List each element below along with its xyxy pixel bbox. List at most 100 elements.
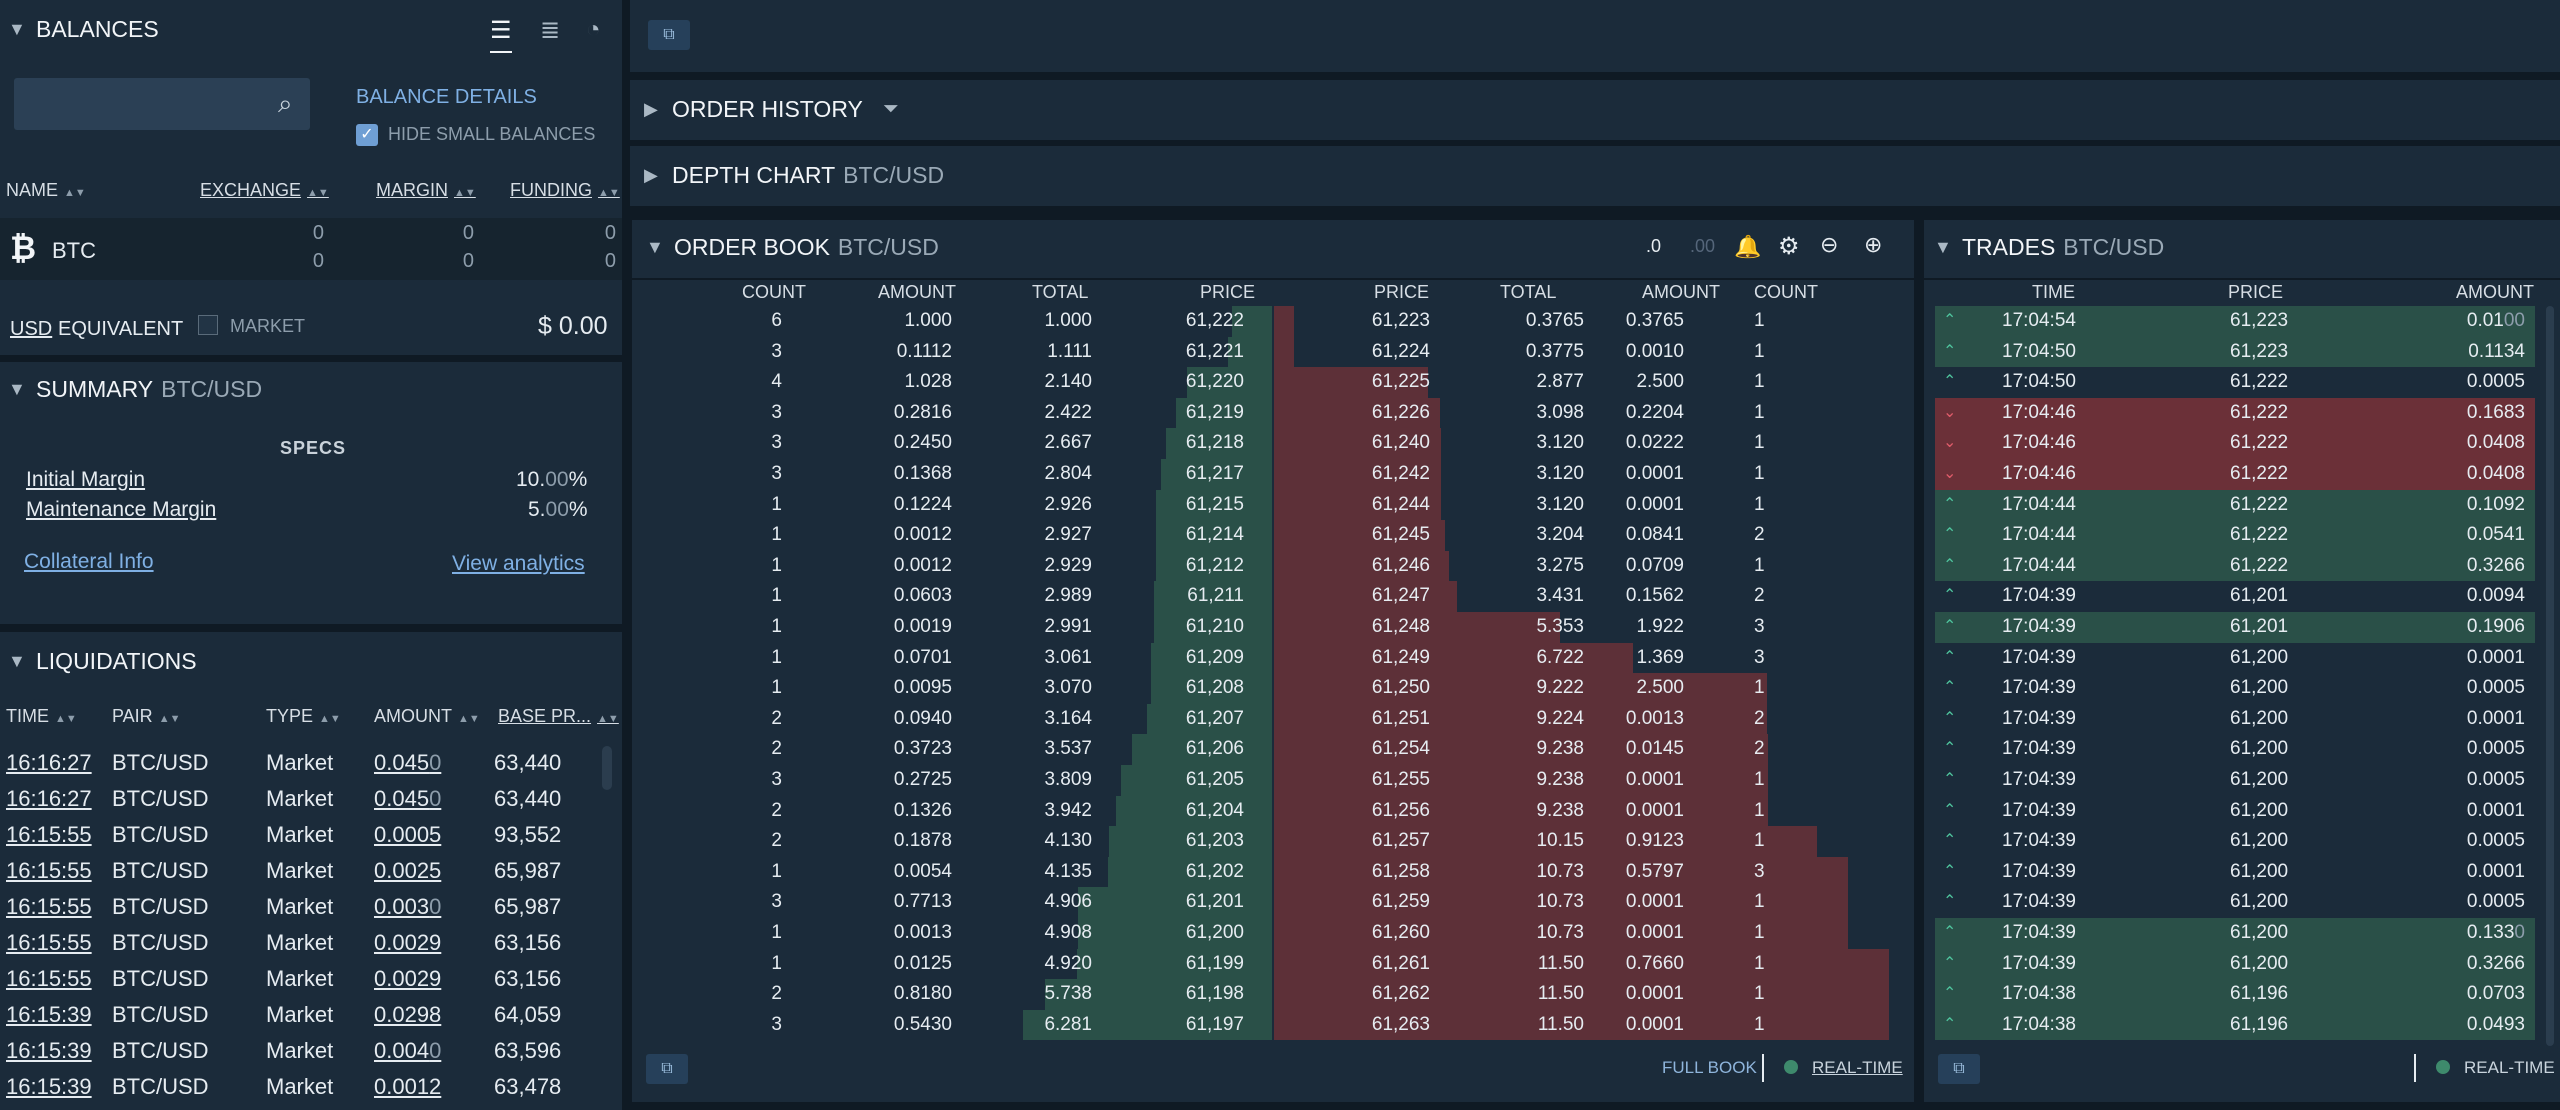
bid-row[interactable]: 1 0.0054 4.135 61,202 [632,857,1272,888]
bid-row[interactable]: 3 0.5430 6.281 61,197 [632,1010,1272,1041]
liq-time[interactable]: 16:15:55 [6,894,92,919]
bid-row[interactable]: 1 0.0125 4.920 61,199 [632,949,1272,980]
bell-icon[interactable]: 🔔 [1734,234,1762,259]
trade-row[interactable]: ⌃ 17:04:50 61,222 0.0005 [1935,367,2535,398]
liq-col-time[interactable]: TIME ▲▼ [6,706,77,726]
bid-row[interactable]: 2 0.0940 3.164 61,207 [632,704,1272,735]
ask-row[interactable]: 61,223 0.3765 0.3765 1 [1274,306,1914,337]
ask-row[interactable]: 61,262 11.50 0.0001 1 [1274,979,1914,1010]
ask-row[interactable]: 61,258 10.73 0.5797 3 [1274,857,1914,888]
liquidations-scrollbar[interactable] [602,746,612,790]
liq-amount[interactable]: 0.0025 [374,858,442,883]
balance-details-link[interactable]: BALANCE DETAILS [356,86,537,108]
liquidation-row[interactable]: 16:16:27 BTC/USD Market 0.0450 63,440 [0,782,600,818]
bid-row[interactable]: 2 0.1878 4.130 61,203 [632,826,1272,857]
bid-row[interactable]: 2 0.8180 5.738 61,198 [632,979,1272,1010]
maintenance-margin-label[interactable]: Maintenance Margin [26,498,217,521]
trade-row[interactable]: ⌃ 17:04:44 61,222 0.3266 [1935,550,2535,582]
bid-row[interactable]: 3 0.1368 2.804 61,217 [632,459,1272,490]
trade-row[interactable]: ⌃ 17:04:39 61,200 0.0005 [1935,765,2535,796]
ask-row[interactable]: 61,224 0.3775 0.0010 1 [1274,337,1914,368]
ask-row[interactable]: 61,248 5.353 1.922 3 [1274,612,1914,643]
liq-col-amount[interactable]: AMOUNT ▲▼ [374,706,480,726]
bid-row[interactable]: 3 0.2450 2.667 61,218 [632,428,1272,459]
bid-row[interactable]: 3 0.7713 4.906 61,201 [632,887,1272,918]
liq-time[interactable]: 16:16:27 [6,750,92,775]
liquidation-row[interactable]: 16:15:55 BTC/USD Market 0.0005 93,552 [0,818,600,854]
bid-row[interactable]: 4 1.028 2.140 61,220 [632,367,1272,398]
liquidation-row[interactable]: 16:15:39 BTC/USD Market 0.0040 63,596 [0,1034,600,1070]
liq-time[interactable]: 16:15:55 [6,822,92,847]
list-icon[interactable]: ≣ [540,17,561,44]
liq-amount[interactable]: 0.0005 [374,822,442,847]
liquidation-row[interactable]: 16:15:55 BTC/USD Market 0.0029 63,156 [0,962,600,998]
trades-realtime-label[interactable]: REAL-TIME [2464,1058,2555,1077]
trade-row[interactable]: ⌄ 17:04:46 61,222 0.0408 [1935,428,2535,459]
trade-row[interactable]: ⌃ 17:04:39 61,200 0.0005 [1935,826,2535,857]
search-icon[interactable]: ⌕ [278,88,293,118]
ask-row[interactable]: 61,250 9.222 2.500 1 [1274,673,1914,704]
liq-amount[interactable]: 0.0029 [374,966,442,991]
col-margin[interactable]: MARGIN ▲▼ [376,180,476,200]
trade-row[interactable]: ⌄ 17:04:46 61,222 0.0408 [1935,459,2535,490]
depth-chart-header[interactable]: ▶ DEPTH CHART BTC/USD [644,162,944,189]
decrease-precision-button[interactable]: .0 [1646,236,1662,256]
ask-row[interactable]: 61,249 6.722 1.369 3 [1274,643,1914,674]
ask-row[interactable]: 61,244 3.120 0.0001 1 [1274,490,1914,521]
order-book-header[interactable]: ▼ ORDER BOOK BTC/USD [646,234,939,261]
market-checkbox[interactable] [198,315,218,335]
ask-row[interactable]: 61,261 11.50 0.7660 1 [1274,949,1914,980]
liq-amount[interactable]: 0.0298 [374,1002,442,1027]
liq-time[interactable]: 16:15:55 [6,930,92,955]
liq-amount[interactable]: 0.0029 [374,930,442,955]
popout-icon[interactable]: ⧉ [648,20,690,50]
liq-amount[interactable]: 0.0040 [374,1038,442,1063]
trade-row[interactable]: ⌃ 17:04:44 61,222 0.0541 [1935,520,2535,551]
bid-row[interactable]: 1 0.0701 3.061 61,209 [632,643,1272,674]
ask-row[interactable]: 61,242 3.120 0.0001 1 [1274,459,1914,490]
ask-row[interactable]: 61,251 9.224 0.0013 2 [1274,704,1914,735]
trade-row[interactable]: ⌃ 17:04:44 61,222 0.1092 [1935,489,2535,521]
trade-row[interactable]: ⌃ 17:04:38 61,196 0.0493 [1935,1009,2535,1041]
bid-row[interactable]: 1 0.0019 2.991 61,210 [632,612,1272,643]
liquidations-header[interactable]: ▼ LIQUIDATIONS [8,648,197,675]
liquidation-row[interactable]: 16:16:27 BTC/USD Market 0.0450 63,440 [0,746,600,782]
liq-amount[interactable]: 0.0450 [374,750,442,775]
trade-row[interactable]: ⌃ 17:04:39 61,200 0.0005 [1935,673,2535,704]
trade-row[interactable]: ⌃ 17:04:38 61,196 0.0703 [1935,979,2535,1010]
bid-row[interactable]: 3 0.2816 2.422 61,219 [632,398,1272,429]
trade-row[interactable]: ⌃ 17:04:39 61,200 0.1330 [1935,918,2535,949]
trade-row[interactable]: ⌃ 17:04:39 61,200 0.0001 [1935,857,2535,888]
ask-row[interactable]: 61,259 10.73 0.0001 1 [1274,887,1914,918]
col-name[interactable]: NAME ▲▼ [6,180,86,200]
bid-row[interactable]: 1 0.0013 4.908 61,200 [632,918,1272,949]
table-view-icon[interactable]: ☰ [490,16,512,53]
depth-chart-panel[interactable]: ▶ DEPTH CHART BTC/USD [630,146,2560,206]
order-history-panel[interactable]: ▶ ORDER HISTORY ⏷ [630,80,2560,140]
trade-row[interactable]: ⌃ 17:04:39 61,200 0.0001 [1935,796,2535,827]
trade-row[interactable]: ⌃ 17:04:39 61,200 0.0005 [1935,734,2535,765]
liquidation-row[interactable]: 16:15:55 BTC/USD Market 0.0025 65,987 [0,854,600,890]
bid-row[interactable]: 3 0.1112 1.111 61,221 [632,337,1272,368]
order-history-header[interactable]: ▶ ORDER HISTORY ⏷ [644,96,899,123]
bid-row[interactable]: 1 0.0012 2.929 61,212 [632,551,1272,582]
initial-margin-label[interactable]: Initial Margin [26,468,146,491]
ask-row[interactable]: 61,226 3.098 0.2204 1 [1274,398,1914,429]
bid-row[interactable]: 1 0.0012 2.927 61,214 [632,520,1272,551]
full-book-link[interactable]: FULL BOOK [1662,1058,1757,1077]
liquidation-row[interactable]: 16:15:39 BTC/USD Market 0.0298 64,059 [0,998,600,1034]
collateral-info-link[interactable]: Collateral Info [24,550,154,573]
trade-row[interactable]: ⌃ 17:04:39 61,200 0.0001 [1935,704,2535,735]
bid-row[interactable]: 2 0.1326 3.942 61,204 [632,796,1272,827]
ask-row[interactable]: 61,225 2.877 2.500 1 [1274,367,1914,398]
bid-row[interactable]: 1 0.0095 3.070 61,208 [632,673,1272,704]
gear-icon[interactable]: ⚙ [1778,233,1800,260]
summary-header[interactable]: ▼ SUMMARY BTC/USD [8,376,262,403]
zoom-out-icon[interactable]: ⊖ [1820,232,1839,257]
trade-row[interactable]: ⌃ 17:04:39 61,201 0.0094 [1935,581,2535,612]
trade-row[interactable]: ⌄ 17:04:46 61,222 0.1683 [1935,397,2535,429]
trade-row[interactable]: ⌃ 17:04:39 61,200 0.0001 [1935,643,2535,674]
trade-row[interactable]: ⌃ 17:04:39 61,201 0.1906 [1935,612,2535,643]
trade-row[interactable]: ⌃ 17:04:39 61,200 0.3266 [1935,948,2535,980]
col-exchange[interactable]: EXCHANGE ▲▼ [200,180,329,200]
